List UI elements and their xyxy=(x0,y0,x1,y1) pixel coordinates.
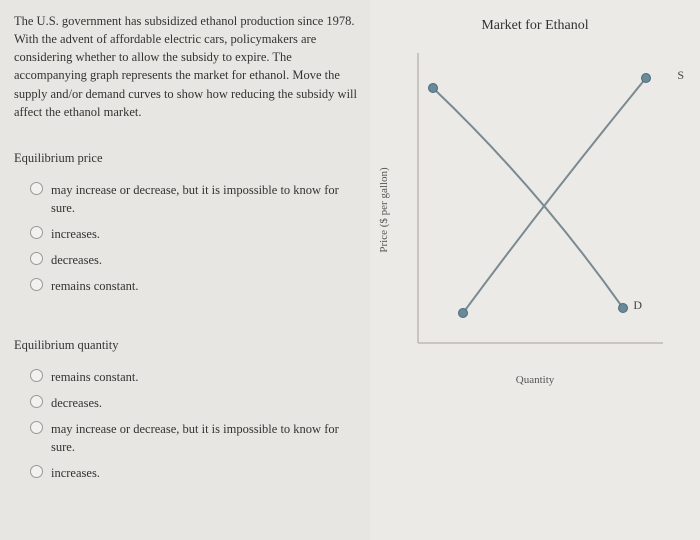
radio-icon xyxy=(30,182,43,195)
radio-option[interactable]: remains constant. xyxy=(30,277,360,295)
supply-demand-chart[interactable] xyxy=(408,48,668,358)
radio-option[interactable]: decreases. xyxy=(30,394,360,412)
supply-handle-start[interactable] xyxy=(459,309,468,318)
question-label: Equilibrium price xyxy=(14,149,360,167)
y-axis-label: Price ($ per gallon) xyxy=(378,167,390,252)
demand-curve[interactable] xyxy=(433,88,623,308)
question-label: Equilibrium quantity xyxy=(14,336,360,354)
radio-icon xyxy=(30,395,43,408)
radio-icon xyxy=(30,226,43,239)
question-panel: The U.S. government has subsidized ethan… xyxy=(0,0,370,540)
radio-option[interactable]: increases. xyxy=(30,225,360,243)
radio-icon xyxy=(30,369,43,382)
radio-icon xyxy=(30,278,43,291)
supply-label: S xyxy=(677,68,684,83)
prompt-text: The U.S. government has subsidized ethan… xyxy=(14,12,360,121)
question-block-price: Equilibrium price may increase or decrea… xyxy=(14,149,360,296)
radio-option[interactable]: remains constant. xyxy=(30,368,360,386)
radio-option[interactable]: increases. xyxy=(30,464,360,482)
radio-icon xyxy=(30,252,43,265)
chart-panel: Market for Ethanol Price ($ per gallon) … xyxy=(370,0,700,540)
option-text: may increase or decrease, but it is impo… xyxy=(51,420,360,456)
options-group: remains constant. decreases. may increas… xyxy=(14,368,360,483)
option-text: decreases. xyxy=(51,251,102,269)
option-text: increases. xyxy=(51,225,100,243)
question-block-quantity: Equilibrium quantity remains constant. d… xyxy=(14,336,360,483)
chart-title: Market for Ethanol xyxy=(380,18,690,34)
chart-area: Price ($ per gallon) S D Quantity xyxy=(390,40,680,380)
option-text: increases. xyxy=(51,464,100,482)
radio-option[interactable]: decreases. xyxy=(30,251,360,269)
radio-icon xyxy=(30,465,43,478)
x-axis-label: Quantity xyxy=(516,374,555,386)
option-text: remains constant. xyxy=(51,277,138,295)
radio-option[interactable]: may increase or decrease, but it is impo… xyxy=(30,181,360,217)
radio-icon xyxy=(30,421,43,434)
demand-handle-end[interactable] xyxy=(619,304,628,313)
supply-curve[interactable] xyxy=(463,78,646,313)
options-group: may increase or decrease, but it is impo… xyxy=(14,181,360,296)
radio-option[interactable]: may increase or decrease, but it is impo… xyxy=(30,420,360,456)
demand-label: D xyxy=(633,298,642,313)
demand-handle-start[interactable] xyxy=(429,84,438,93)
option-text: decreases. xyxy=(51,394,102,412)
option-text: remains constant. xyxy=(51,368,138,386)
supply-handle-end[interactable] xyxy=(642,74,651,83)
option-text: may increase or decrease, but it is impo… xyxy=(51,181,360,217)
